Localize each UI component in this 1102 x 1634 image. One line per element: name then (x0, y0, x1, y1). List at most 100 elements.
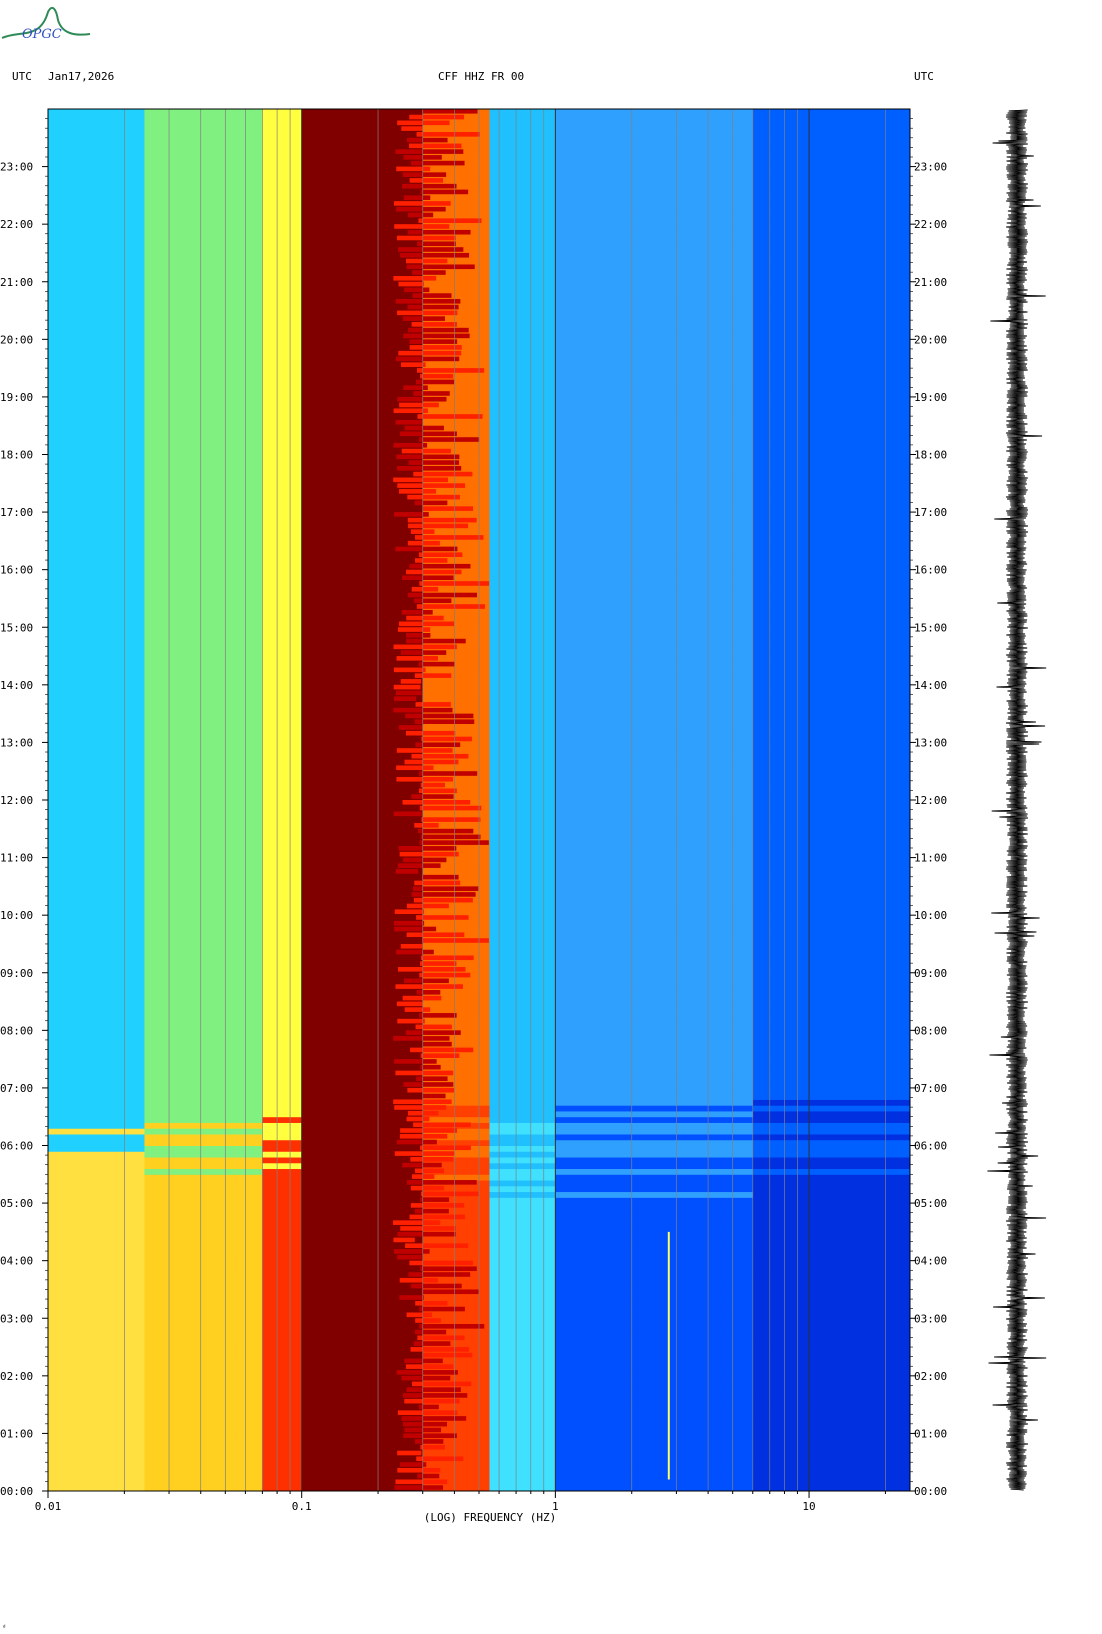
spectrogram-cell (555, 638, 754, 646)
spectrogram-cell (262, 155, 303, 162)
spectrogram-cell (48, 673, 145, 680)
spectrogram-streak (397, 1467, 441, 1473)
spectrogram-cell (301, 782, 424, 789)
spectrogram-streak (397, 1231, 456, 1237)
spectrogram-cell (422, 477, 491, 484)
spectrogram-cell (422, 224, 491, 231)
spectrogram-cell (262, 1197, 303, 1204)
spectrogram-cell (489, 1226, 556, 1233)
spectrogram-cell (489, 1041, 556, 1049)
spectrogram-cell (301, 1364, 424, 1371)
spectrogram-cell (555, 932, 754, 939)
spectrogram-cell (301, 1462, 424, 1469)
spectrogram-cell (301, 402, 424, 409)
spectrogram-cell (489, 322, 556, 329)
spectrogram-cell (301, 120, 424, 127)
spectrogram-cell (422, 823, 491, 830)
spectrogram-cell (555, 1007, 754, 1014)
spectrogram-cell (752, 978, 910, 985)
spectrogram-cell (752, 581, 910, 588)
spectrogram-cell (752, 1226, 910, 1233)
spectrogram-cell (752, 419, 910, 427)
spectrogram-cell (262, 753, 303, 761)
spectrogram-cell (555, 1421, 754, 1429)
spectrogram-cell (48, 1427, 145, 1434)
spectrogram-cell (144, 431, 263, 438)
spectrogram-cell (144, 1036, 263, 1043)
spectrogram-cell (48, 1289, 145, 1296)
spectrogram-cell (752, 984, 910, 991)
spectrogram-cell (144, 212, 263, 219)
spectrogram-cell (752, 1335, 910, 1342)
spectrogram-cell (301, 730, 424, 738)
spectrogram-streak (404, 1398, 460, 1404)
spectrogram-cell (301, 1335, 424, 1342)
spectrogram-cell (422, 281, 491, 289)
spectrogram-cell (144, 1168, 263, 1175)
y-tick-label-left: 06:00 (0, 1140, 33, 1153)
spectrogram-streak (399, 1133, 448, 1139)
spectrogram-cell (144, 126, 263, 133)
spectrogram-cell (144, 494, 263, 502)
spectrogram-streak (393, 477, 448, 483)
spectrogram-cell (48, 339, 145, 346)
spectrogram-cell (301, 667, 424, 674)
spectrogram-cell (555, 339, 754, 346)
spectrogram-cell (422, 1404, 491, 1411)
spectrogram-cell (144, 310, 263, 317)
spectrogram-cell (555, 863, 754, 870)
spectrogram-cell (48, 345, 145, 352)
spectrogram-cell (48, 402, 145, 409)
spectrogram-cell (48, 730, 145, 738)
spectrogram-cell (752, 252, 910, 260)
spectrogram-cell (752, 1059, 910, 1066)
spectrogram-cell (489, 673, 556, 680)
spectrogram-cell (262, 972, 303, 980)
spectrogram-cell (752, 471, 910, 479)
spectrogram-cell (301, 1266, 424, 1273)
spectrogram-cell (48, 823, 145, 830)
spectrogram-cell (555, 494, 754, 502)
spectrogram-cell (555, 575, 754, 582)
seismogram-trace (987, 109, 1047, 1491)
spectrogram-cell (48, 224, 145, 231)
spectrogram-cell (301, 448, 424, 455)
spectrogram-cell (144, 1467, 263, 1475)
spectrogram-streak (406, 615, 444, 621)
spectrogram-cell (555, 1070, 754, 1077)
spectrogram-cell (301, 339, 424, 346)
spectrogram-cell (301, 1283, 424, 1290)
spectrogram-cell (262, 345, 303, 352)
spectrogram-cell (752, 586, 910, 594)
spectrogram-cell (422, 667, 491, 674)
spectrogram-cell (48, 1180, 145, 1187)
spectrogram-cell (144, 1444, 263, 1452)
spectrogram-cell (301, 679, 424, 686)
spectrogram-cell (262, 195, 303, 202)
spectrogram-cell (262, 1335, 303, 1342)
spectrogram-cell (422, 425, 491, 432)
spectrogram-cell (262, 425, 303, 432)
spectrogram-cell (489, 742, 556, 749)
spectrogram-cell (752, 1410, 910, 1417)
spectrogram-cell (489, 1191, 556, 1198)
spectrogram-cell (48, 828, 145, 836)
spectrogram-cell (262, 834, 303, 841)
spectrogram-cell (301, 385, 424, 392)
spectrogram-cell (301, 1168, 424, 1175)
spectrogram-cell (262, 725, 303, 732)
spectrogram-cell (752, 707, 910, 715)
spectrogram-cell (489, 402, 556, 409)
spectrogram-cell (262, 1203, 303, 1210)
spectrogram-cell (489, 419, 556, 427)
spectrogram-cell (301, 719, 424, 726)
spectrogram-cell (262, 840, 303, 847)
y-tick-label-right: 22:00 (914, 218, 947, 231)
spectrogram-cell (48, 1485, 145, 1491)
spectrogram-cell (48, 1444, 145, 1452)
spectrogram-cell (301, 1306, 424, 1313)
spectrogram-cell (144, 1099, 263, 1106)
spectrogram-cell (752, 241, 910, 248)
spectrogram-cell (262, 120, 303, 127)
spectrogram-cell (301, 800, 424, 807)
